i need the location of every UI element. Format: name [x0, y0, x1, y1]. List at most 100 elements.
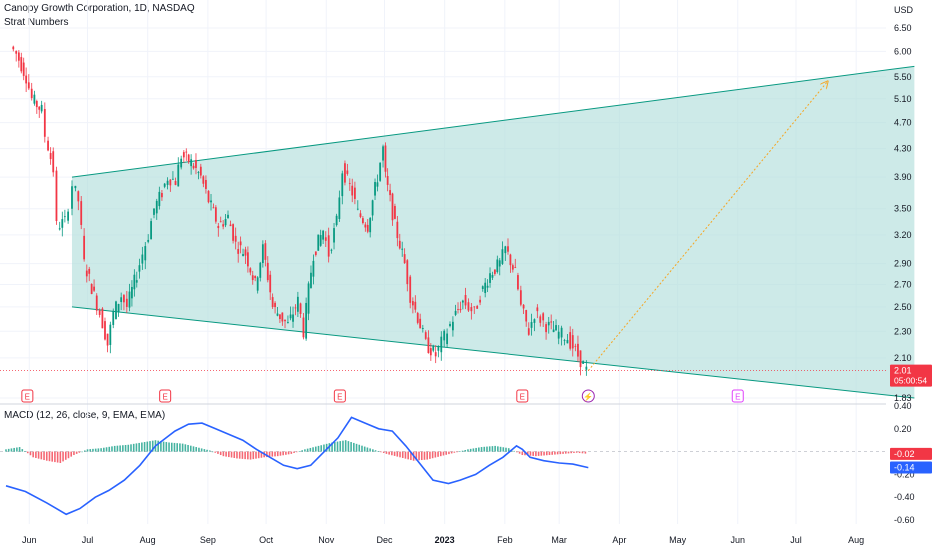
- candle-body: [369, 217, 372, 233]
- macd-histogram-bar: [43, 451, 45, 461]
- macd-histogram-bar: [304, 449, 306, 452]
- macd-histogram-bar: [157, 440, 159, 452]
- macd-histogram-bar: [86, 449, 89, 452]
- macd-histogram-bar: [276, 451, 279, 457]
- macd-histogram-bar: [135, 443, 138, 452]
- macd-histogram-bar: [564, 451, 567, 454]
- macd-histogram-bar: [325, 443, 328, 452]
- candle-body: [63, 216, 66, 218]
- macd-histogram-bar: [488, 446, 491, 452]
- time-tick-label: Nov: [318, 535, 335, 545]
- candle-body: [15, 50, 18, 54]
- macd-histogram-bar: [442, 451, 445, 456]
- candle-body: [254, 276, 257, 279]
- macd-histogram-bar: [347, 441, 350, 452]
- candle-body: [33, 94, 36, 104]
- candle-body: [71, 186, 73, 209]
- candle-body: [281, 312, 284, 322]
- candle-body: [166, 180, 169, 185]
- macd-histogram-bar: [573, 451, 575, 453]
- candle-body: [467, 302, 470, 311]
- macd-histogram-bar: [529, 451, 532, 456]
- macd-histogram-bar: [461, 450, 464, 452]
- candle-body: [374, 182, 376, 196]
- candle-body: [55, 170, 58, 221]
- candle-body: [310, 272, 312, 288]
- candle-body: [271, 297, 274, 307]
- macd-histogram-bar: [24, 451, 26, 452]
- candle-body: [207, 190, 210, 203]
- candle-body: [264, 243, 267, 260]
- candle-body: [539, 316, 542, 323]
- macd-histogram-bar: [439, 451, 442, 457]
- candle-body: [362, 218, 364, 223]
- candle-body: [333, 228, 335, 243]
- macd-histogram-bar: [160, 441, 162, 452]
- macd-histogram-bar: [382, 451, 385, 453]
- macd-histogram-bar: [209, 450, 211, 452]
- macd-histogram-bar: [214, 451, 217, 453]
- candle-body: [344, 163, 346, 183]
- candle-body: [22, 62, 25, 76]
- candle-body: [461, 300, 464, 303]
- macd-histogram-bar: [5, 449, 7, 452]
- candle-body: [401, 248, 404, 250]
- earnings-icon: [21, 389, 34, 403]
- macd-histogram-bar: [206, 449, 208, 452]
- macd-histogram-bar: [56, 451, 59, 463]
- candle-body: [138, 265, 141, 272]
- macd-histogram-bar: [535, 451, 537, 457]
- price-tick-label: 2.50: [894, 302, 912, 312]
- event-marker-future-earnings: E: [731, 389, 744, 403]
- macd-histogram-bar: [143, 442, 146, 452]
- macd-histogram-bar: [287, 451, 290, 455]
- candle-body: [187, 154, 190, 163]
- macd-histogram-bar: [48, 451, 51, 462]
- candle-body: [527, 328, 530, 335]
- macd-histogram-bar: [200, 448, 203, 452]
- time-axis[interactable]: Jun Jul Aug Sep Oct Nov Dec 2023 Feb Mar Apr May Jun…: [22, 535, 864, 545]
- macd-histogram-bar: [407, 451, 409, 460]
- time-tick-label: Aug: [140, 535, 156, 545]
- time-tick-label: Oct: [259, 535, 274, 545]
- price-tick-label: 3.90: [894, 172, 912, 182]
- macd-histogram-bar: [173, 442, 176, 452]
- macd-histogram-bar: [478, 447, 480, 452]
- macd-histogram-bar: [247, 451, 249, 460]
- macd-histogram-bar: [170, 442, 173, 452]
- macd-histogram-bar: [13, 447, 15, 452]
- macd-histogram-bar: [423, 451, 426, 460]
- macd-histogram-bar: [415, 451, 418, 461]
- macd-histogram-bar: [151, 440, 154, 452]
- candle-body: [414, 301, 417, 310]
- macd-histogram-bar: [475, 447, 477, 452]
- candle-body: [229, 224, 232, 227]
- macd-histogram-bar: [252, 451, 255, 460]
- candle-body: [192, 165, 195, 169]
- candle-body: [195, 160, 197, 168]
- macd-histogram-bar: [431, 451, 434, 459]
- macd-histogram-bar: [70, 451, 73, 457]
- macd-histogram-bar: [399, 451, 401, 458]
- macd-histogram-bar: [418, 451, 420, 461]
- candle-body: [244, 249, 247, 256]
- candle-body: [571, 335, 574, 349]
- macd-histogram-bar: [103, 447, 105, 452]
- candle-body: [394, 206, 396, 219]
- time-tick-label: Jul: [790, 535, 802, 545]
- candle-body: [353, 187, 356, 199]
- candle-body: [457, 309, 459, 310]
- macd-histogram-bar: [238, 451, 241, 459]
- macd-histogram-bar: [469, 448, 472, 452]
- candle-body: [106, 333, 109, 346]
- price-axis[interactable]: USD 6.50 6.00 5.50 5.10 4.70 4.30 3.90 3.50 3.20 2…: [894, 5, 915, 525]
- macd-tick-label: -0.40: [894, 492, 915, 502]
- candle-body: [359, 213, 362, 217]
- candle-body: [338, 197, 341, 219]
- macd-histogram-bar: [317, 445, 320, 452]
- macd-histogram-bar: [526, 451, 529, 456]
- macd-histogram-bar: [62, 451, 64, 462]
- price-tick-label: 1.83: [894, 393, 912, 403]
- candle-body: [292, 314, 294, 322]
